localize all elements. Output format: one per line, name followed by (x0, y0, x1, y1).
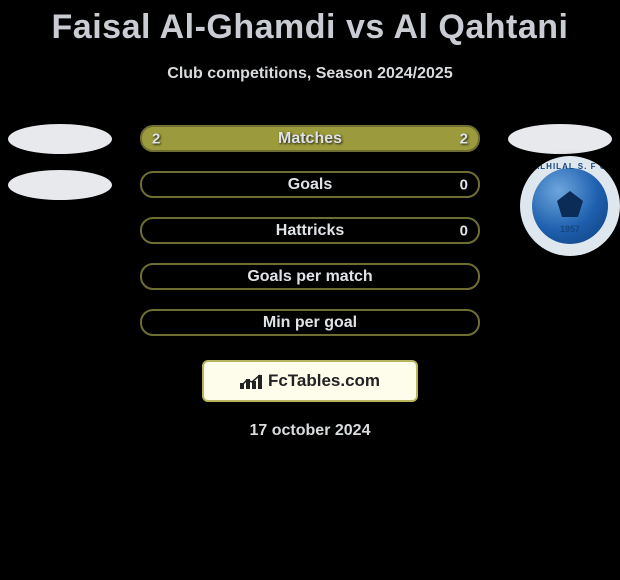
stat-value-right: 0 (460, 176, 468, 193)
trend-line-icon (240, 373, 262, 389)
stat-value-left: 2 (152, 130, 160, 147)
stat-value-right: 0 (460, 222, 468, 239)
footer-date: 17 october 2024 (0, 422, 620, 440)
player-ellipse-left (8, 170, 112, 200)
player-ellipse-left (8, 124, 112, 154)
page-title: Faisal Al-Ghamdi vs Al Qahtani (0, 0, 620, 47)
stat-bar: Hattricks 0 (140, 217, 480, 244)
subtitle: Club competitions, Season 2024/2025 (0, 65, 620, 83)
stat-bar: Min per goal (140, 309, 480, 336)
stat-label: Hattricks (276, 222, 344, 240)
stat-row: Min per goal (0, 309, 620, 336)
stat-label: Goals per match (247, 268, 372, 286)
stat-bar: Matches 2 2 (140, 125, 480, 152)
stat-row: Hattricks 0 (0, 217, 620, 244)
stat-bar: Goals per match (140, 263, 480, 290)
stat-label: Goals (288, 176, 332, 194)
stat-label: Min per goal (263, 314, 357, 332)
club-logo-name: ALHILAL S. F C (534, 162, 607, 171)
bar-chart-icon (240, 373, 262, 389)
stat-row: Goals per match (0, 263, 620, 290)
stat-label: Matches (278, 130, 342, 148)
stat-row: Goals0ALHILAL S. F C1957 (0, 171, 620, 198)
fctables-label: FcTables.com (268, 371, 380, 391)
player-ellipse-right (508, 124, 612, 154)
stat-value-right: 2 (460, 130, 468, 147)
fctables-badge: FcTables.com (202, 360, 418, 402)
stat-row: Matches 2 2 (0, 125, 620, 152)
stat-bar: Goals 0 (140, 171, 480, 198)
stat-rows: Matches22Goals0ALHILAL S. F C1957Hattric… (0, 125, 620, 336)
